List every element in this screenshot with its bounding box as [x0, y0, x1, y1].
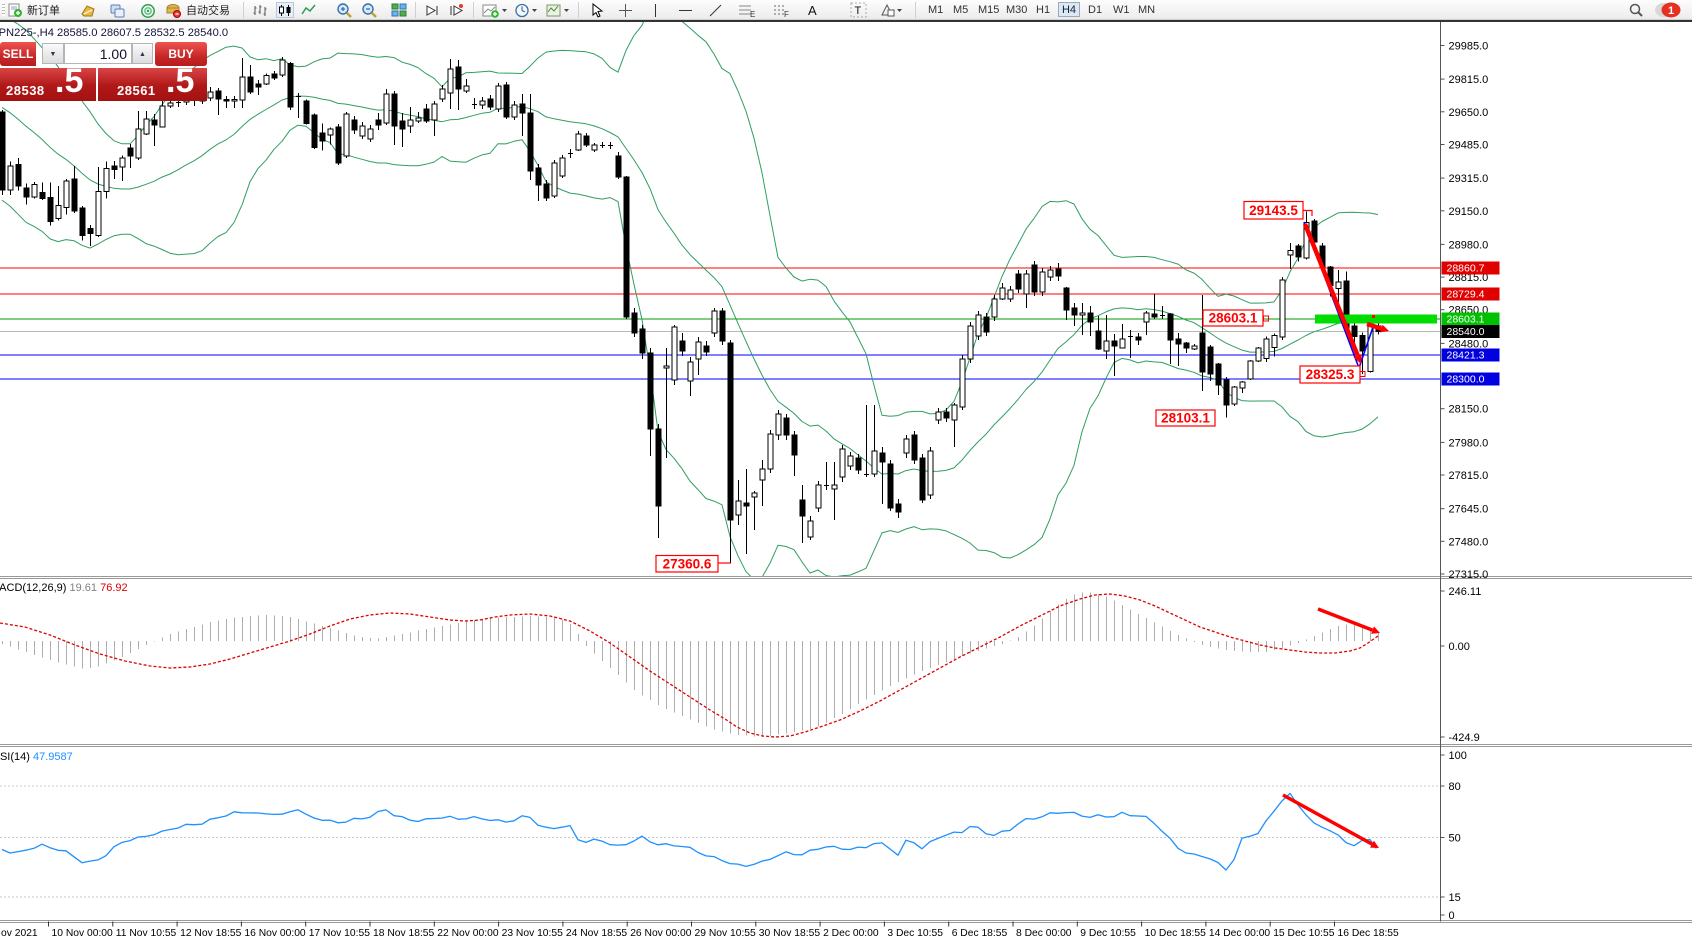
svg-text:0: 0: [1449, 910, 1455, 922]
svg-text:246.11: 246.11: [1449, 586, 1482, 598]
svg-text:27980.0: 27980.0: [1449, 437, 1489, 449]
svg-text:18 Nov 18:55: 18 Nov 18:55: [373, 928, 435, 939]
svg-text:28603.1: 28603.1: [1209, 311, 1258, 326]
svg-text:28421.3: 28421.3: [1447, 350, 1485, 362]
svg-text:23 Nov 10:55: 23 Nov 10:55: [502, 928, 564, 939]
svg-text:22 Nov 00:00: 22 Nov 00:00: [437, 928, 499, 939]
svg-text:80: 80: [1449, 781, 1461, 793]
svg-text:27480.0: 27480.0: [1449, 536, 1489, 548]
svg-text:27815.0: 27815.0: [1449, 470, 1489, 482]
svg-text:16 Nov 00:00: 16 Nov 00:00: [244, 928, 306, 939]
svg-text:30 Nov 18:55: 30 Nov 18:55: [759, 928, 821, 939]
svg-text:29485.0: 29485.0: [1449, 140, 1489, 152]
svg-text:15 Dec 10:55: 15 Dec 10:55: [1273, 928, 1335, 939]
svg-text:2 Dec 00:00: 2 Dec 00:00: [823, 928, 879, 939]
svg-text:ov 2021: ov 2021: [1, 928, 38, 939]
svg-text:RSI(14) 47.9587: RSI(14) 47.9587: [0, 751, 73, 763]
svg-text:27360.6: 27360.6: [663, 557, 712, 572]
svg-text:14 Dec 00:00: 14 Dec 00:00: [1209, 928, 1271, 939]
svg-text:28480.0: 28480.0: [1449, 338, 1489, 350]
svg-text:29150.0: 29150.0: [1449, 206, 1489, 218]
svg-text:6 Dec 18:55: 6 Dec 18:55: [952, 928, 1008, 939]
svg-text:28729.4: 28729.4: [1447, 289, 1485, 301]
svg-text:27645.0: 27645.0: [1449, 504, 1489, 516]
svg-text:28300.0: 28300.0: [1447, 374, 1485, 386]
svg-text:28103.1: 28103.1: [1161, 411, 1210, 426]
svg-text:28540.0: 28540.0: [1447, 326, 1485, 338]
svg-text:1: 1: [1668, 5, 1674, 17]
svg-text:28603.1: 28603.1: [1447, 314, 1485, 326]
svg-text:-424.9: -424.9: [1449, 732, 1480, 744]
svg-text:3 Dec 10:55: 3 Dec 10:55: [887, 928, 943, 939]
svg-text:29315.0: 29315.0: [1449, 173, 1489, 185]
svg-text:50: 50: [1449, 833, 1461, 845]
svg-text:24 Nov 18:55: 24 Nov 18:55: [566, 928, 628, 939]
svg-text:15: 15: [1449, 892, 1461, 904]
svg-text:10 Nov 00:00: 10 Nov 00:00: [52, 928, 114, 939]
svg-text:JPN225-,H4 28585.0 28607.5 28: JPN225-,H4 28585.0 28607.5 28532.5 28540…: [0, 27, 228, 39]
svg-text:28150.0: 28150.0: [1449, 404, 1489, 416]
svg-text:100: 100: [1449, 750, 1467, 762]
svg-text:T: T: [855, 5, 862, 17]
svg-text:28815.0: 28815.0: [1449, 272, 1489, 284]
svg-text:10 Dec 18:55: 10 Dec 18:55: [1145, 928, 1207, 939]
svg-text:27315.0: 27315.0: [1449, 569, 1489, 581]
svg-text:8 Dec 00:00: 8 Dec 00:00: [1016, 928, 1072, 939]
svg-text:F: F: [784, 10, 789, 18]
svg-text:12 Nov 18:55: 12 Nov 18:55: [180, 928, 242, 939]
svg-text:0.00: 0.00: [1449, 641, 1470, 653]
svg-text:29815.0: 29815.0: [1449, 74, 1489, 86]
svg-text:29650.0: 29650.0: [1449, 107, 1489, 119]
svg-text:29143.5: 29143.5: [1249, 203, 1298, 218]
svg-text:17 Nov 10:55: 17 Nov 10:55: [309, 928, 371, 939]
svg-text:E: E: [750, 10, 755, 18]
svg-text:16 Dec 18:55: 16 Dec 18:55: [1338, 928, 1400, 939]
svg-text:26 Nov 00:00: 26 Nov 00:00: [630, 928, 692, 939]
svg-text:29 Nov 10:55: 29 Nov 10:55: [695, 928, 757, 939]
svg-text:MACD(12,26,9) 19.61 76.92: MACD(12,26,9) 19.61 76.92: [0, 582, 128, 594]
svg-text:28980.0: 28980.0: [1449, 239, 1489, 251]
svg-text:28860.7: 28860.7: [1447, 263, 1485, 275]
svg-text:11 Nov 10:55: 11 Nov 10:55: [116, 928, 177, 939]
svg-text:28325.3: 28325.3: [1306, 367, 1355, 382]
svg-text:29985.0: 29985.0: [1449, 41, 1489, 53]
svg-text:9 Dec 10:55: 9 Dec 10:55: [1080, 928, 1136, 939]
